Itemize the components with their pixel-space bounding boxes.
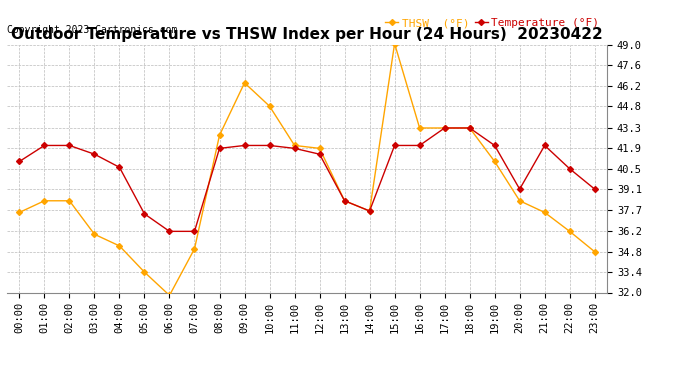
Line: Temperature (°F): Temperature (°F) xyxy=(17,126,597,233)
Temperature (°F) xyxy=(15,159,23,164)
Temperature (°F) xyxy=(440,126,449,130)
THSW  (°F) xyxy=(466,126,474,130)
Temperature (°F) xyxy=(491,143,499,148)
Legend: THSW  (°F), Temperature (°F): THSW (°F), Temperature (°F) xyxy=(383,16,602,30)
Temperature (°F) xyxy=(266,143,274,148)
THSW  (°F) xyxy=(40,198,48,203)
Temperature (°F) xyxy=(140,211,148,216)
Title: Outdoor Temperature vs THSW Index per Hour (24 Hours)  20230422: Outdoor Temperature vs THSW Index per Ho… xyxy=(11,27,603,42)
THSW  (°F) xyxy=(66,198,74,203)
THSW  (°F) xyxy=(491,159,499,164)
THSW  (°F) xyxy=(340,198,348,203)
Temperature (°F) xyxy=(40,143,48,148)
THSW  (°F) xyxy=(240,81,248,85)
Temperature (°F) xyxy=(540,143,549,148)
THSW  (°F) xyxy=(15,210,23,214)
THSW  (°F) xyxy=(90,232,99,237)
Temperature (°F) xyxy=(166,229,174,234)
Text: Copyright 2023 Cartronics.com: Copyright 2023 Cartronics.com xyxy=(7,25,177,35)
THSW  (°F) xyxy=(591,249,599,254)
THSW  (°F) xyxy=(366,209,374,213)
THSW  (°F) xyxy=(515,198,524,203)
Temperature (°F) xyxy=(290,146,299,151)
THSW  (°F) xyxy=(190,247,199,251)
Temperature (°F) xyxy=(315,152,324,156)
THSW  (°F) xyxy=(115,244,124,248)
THSW  (°F) xyxy=(440,126,449,130)
THSW  (°F) xyxy=(266,104,274,108)
THSW  (°F) xyxy=(391,41,399,46)
THSW  (°F) xyxy=(315,146,324,151)
THSW  (°F) xyxy=(566,229,574,234)
Temperature (°F) xyxy=(366,209,374,213)
THSW  (°F) xyxy=(290,143,299,148)
Temperature (°F) xyxy=(591,187,599,191)
Temperature (°F) xyxy=(415,143,424,148)
Temperature (°F) xyxy=(190,229,199,234)
THSW  (°F) xyxy=(215,133,224,138)
THSW  (°F) xyxy=(415,126,424,130)
THSW  (°F) xyxy=(166,293,174,298)
Temperature (°F) xyxy=(391,143,399,148)
Temperature (°F) xyxy=(90,152,99,156)
Temperature (°F) xyxy=(115,165,124,170)
Temperature (°F) xyxy=(66,143,74,148)
Temperature (°F) xyxy=(340,198,348,203)
Temperature (°F) xyxy=(515,187,524,191)
Temperature (°F) xyxy=(566,166,574,171)
Temperature (°F) xyxy=(240,143,248,148)
THSW  (°F) xyxy=(540,210,549,214)
Temperature (°F) xyxy=(466,126,474,130)
Temperature (°F) xyxy=(215,146,224,151)
THSW  (°F) xyxy=(140,270,148,274)
Line: THSW  (°F): THSW (°F) xyxy=(17,42,597,297)
